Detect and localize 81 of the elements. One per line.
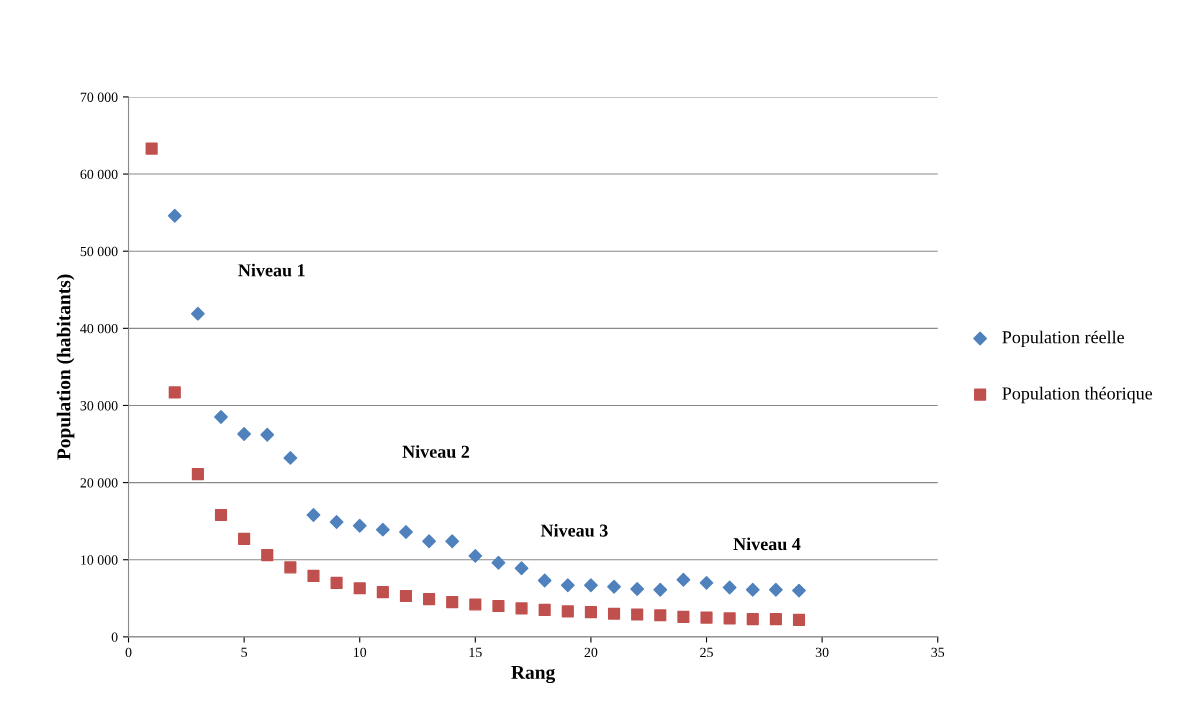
point [307, 569, 320, 583]
point [261, 549, 274, 562]
point [492, 599, 505, 613]
point [284, 561, 297, 574]
point [283, 451, 298, 465]
point [769, 613, 782, 626]
point [792, 613, 806, 626]
y-tick-label: 10 000 [81, 555, 118, 565]
y-tick-label: 0 [111, 632, 118, 642]
point [676, 572, 691, 587]
point [468, 548, 483, 563]
point [514, 561, 529, 576]
point [445, 534, 460, 549]
x-tick-label: 15 [469, 647, 482, 658]
point [792, 583, 806, 598]
point [654, 609, 667, 622]
annotation: Niveau 4 [733, 537, 801, 551]
point [167, 208, 182, 223]
y-tick-label: 20 000 [80, 478, 118, 488]
point [560, 578, 575, 593]
point [353, 582, 366, 595]
legend-label: Population théorique [1002, 386, 1153, 404]
point [631, 608, 644, 621]
point [214, 410, 228, 424]
x-tick-label: 0 [125, 647, 132, 658]
point [607, 607, 621, 620]
x-tick-label: 10 [354, 647, 367, 658]
point [722, 580, 737, 595]
point [607, 579, 621, 594]
point [469, 598, 482, 611]
point [700, 611, 713, 624]
y-axis-title: Population (habitants) [56, 274, 75, 460]
point [746, 613, 759, 626]
point [260, 427, 275, 442]
point [306, 508, 321, 522]
point [561, 605, 574, 618]
point [537, 573, 552, 588]
point [375, 522, 390, 537]
x-tick-label: 30 [815, 647, 829, 658]
point [677, 610, 690, 623]
point [145, 142, 158, 155]
point [190, 306, 205, 321]
annotation: Niveau 3 [540, 523, 608, 537]
point [723, 612, 736, 625]
point [168, 386, 181, 399]
y-tick-label: 70 000 [80, 92, 118, 102]
x-axis-title: Rang [511, 666, 556, 684]
point [491, 555, 506, 570]
point [768, 582, 783, 597]
point [584, 578, 598, 593]
point [446, 596, 459, 609]
x-tick-label: 35 [931, 647, 945, 658]
y-tick-label: 40 000 [80, 323, 118, 334]
point [329, 515, 344, 529]
point [399, 525, 413, 539]
point [191, 468, 204, 481]
point [699, 575, 714, 590]
point [237, 427, 252, 441]
legend-label: Population réelle [1002, 330, 1124, 348]
point [538, 603, 551, 616]
point [745, 582, 760, 597]
point [584, 606, 597, 619]
x-tick-label: 5 [241, 647, 248, 658]
point [423, 592, 436, 606]
point [214, 508, 228, 522]
annotation: Niveau 2 [402, 445, 470, 458]
y-tick-label: 30 000 [80, 401, 118, 411]
point [630, 582, 645, 596]
point [399, 589, 413, 603]
y-tick-label: 50 000 [80, 246, 118, 257]
point [330, 576, 343, 589]
annotation: Niveau 1 [238, 263, 305, 277]
point [376, 586, 389, 599]
point [653, 582, 668, 597]
point [422, 534, 436, 549]
x-tick-label: 20 [584, 647, 598, 658]
x-tick-label: 25 [700, 647, 713, 658]
point [352, 518, 367, 533]
point [238, 532, 251, 545]
point [515, 602, 528, 615]
y-tick-label: 60 000 [80, 169, 118, 180]
